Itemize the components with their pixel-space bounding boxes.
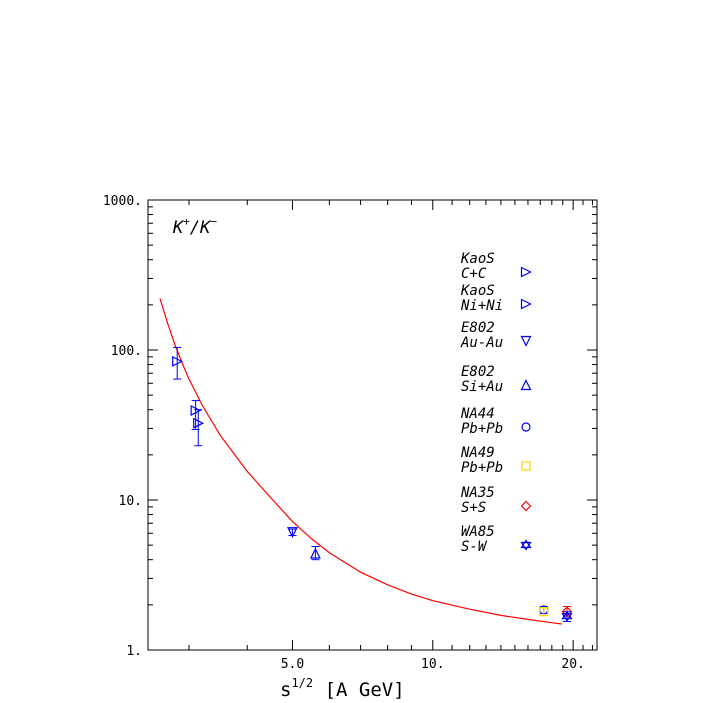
legend-label-kaos_nini-line1: KaoS: [460, 283, 495, 299]
legend-marker-wa85_sw: [520, 539, 532, 551]
legend-marker-na35_ss: [520, 500, 532, 512]
legend-marker-wa85_sw-down: [520, 541, 532, 551]
legend-label-na44_pbpb-line1: NA44: [460, 406, 495, 422]
legend-label-kaos_cc-line1: KaoS: [460, 251, 495, 267]
fit-curve: [159, 298, 562, 625]
legend-label-na44_pbpb-line2: Pb+Pb: [461, 421, 503, 437]
data-point-kaos_nini: [193, 417, 205, 429]
x-tick-label: 10.: [421, 657, 444, 672]
legend-marker-kaos_cc: [520, 266, 532, 278]
fit-curve-layer: [159, 298, 562, 625]
data-point-wa85_sw-up: [561, 610, 573, 620]
legend: KaoSC+CKaoSNi+NiE802Au-AuE802Si+AuNA44Pb…: [460, 251, 532, 555]
legend-label-wa85_sw-line1: WA85: [461, 524, 495, 540]
legend-marker-na49_pbpb: [521, 461, 531, 471]
legend-label-kaos_nini-line2: Ni+Ni: [460, 298, 503, 314]
y-tick-label: 10.: [119, 494, 142, 509]
data-point-e802_auau: [286, 527, 298, 539]
data-point-kaos_nini: [172, 355, 184, 367]
panel-label: K+/K−: [172, 215, 217, 238]
axes: 1. 10. 100. 1000. 5.0 10. 20.: [103, 194, 598, 672]
x-tick-label: 20.: [561, 657, 584, 672]
data-point-wa85_sw-down: [561, 613, 573, 622]
data-point-wa85_sw: [561, 610, 573, 622]
y-tick-label: 1000.: [103, 194, 142, 209]
legend-marker-e802_auau: [520, 335, 532, 347]
x-axis-title: s1/2 [A GeV]: [280, 676, 405, 701]
legend-label-na49_pbpb-line1: NA49: [460, 445, 495, 461]
plot-frame: [147, 199, 598, 651]
data-points-layer: [172, 346, 573, 622]
legend-marker-kaos_nini: [520, 298, 532, 310]
legend-marker-e802_siau: [520, 379, 532, 391]
y-tick-label: 1.: [126, 644, 142, 659]
legend-label-e802_siau-line2: Si+Au: [461, 379, 503, 395]
legend-label-na35_ss-line1: NA35: [460, 485, 495, 501]
legend-label-e802_auau-line1: E802: [461, 320, 495, 336]
x-tick-label: 5.0: [281, 657, 304, 672]
legend-label-e802_auau-line2: Au-Au: [460, 335, 503, 351]
legend-marker-wa85_sw-up: [520, 539, 532, 549]
y-tick-label: 100.: [111, 344, 142, 359]
legend-label-e802_siau-line1: E802: [461, 364, 495, 380]
data-point-e802_siau: [309, 547, 321, 559]
legend-label-na35_ss-line2: S+S: [461, 500, 486, 516]
legend-label-wa85_sw-line2: S-W: [461, 539, 488, 555]
data-point-na49_pbpb: [539, 607, 549, 617]
data-point-kaos_cc: [190, 405, 202, 416]
legend-marker-na44_pbpb: [521, 422, 531, 432]
legend-label-kaos_cc-line2: C+C: [461, 266, 487, 282]
legend-label-na49_pbpb-line2: Pb+Pb: [461, 460, 503, 476]
